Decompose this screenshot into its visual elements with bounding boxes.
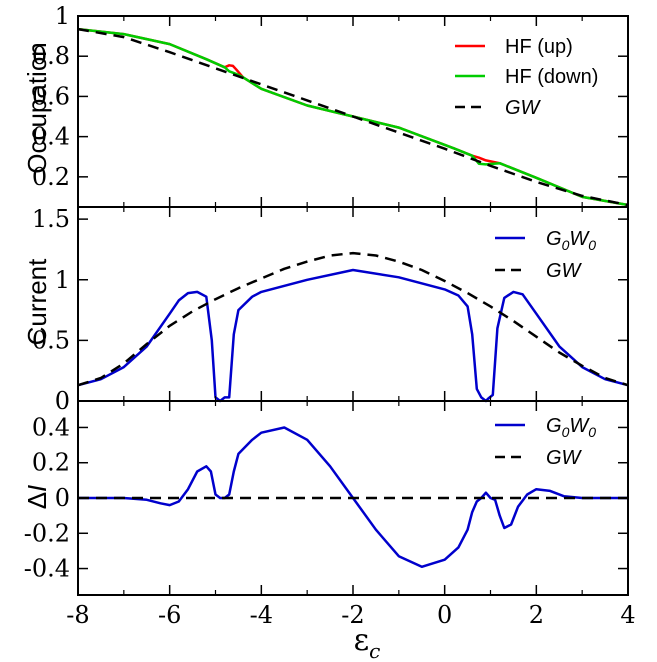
current-ytick-label: 1 — [55, 266, 70, 294]
delta-i-series-g0w0 — [78, 426, 628, 569]
legend-label-g0w0: G0W0 — [546, 415, 596, 440]
x-tick-label: 2 — [529, 601, 544, 629]
legend-label-gw: GW — [505, 97, 542, 119]
current-lines — [77, 251, 629, 403]
occupation-ylabel: Occupation — [22, 42, 52, 174]
occupation-legend: HF (up) HF (down) GW — [455, 36, 598, 119]
x-tick-label: 0 — [437, 601, 452, 629]
x-tick-label: -2 — [341, 601, 364, 629]
occupation-ytick-label: 0.6 — [32, 82, 70, 110]
delta-i-axes: -0.4 -0.2 0 0.2 0.4 -8 -6 -4 -2 0 2 4 — [24, 400, 636, 629]
panel-delta-i: -0.4 -0.2 0 0.2 0.4 -8 -6 -4 -2 0 2 4 ΔI G0W0 GW — [22, 400, 636, 629]
delta-i-ytick-label: 0.2 — [32, 449, 70, 477]
occupation-ytick-label: 1 — [55, 2, 70, 30]
occupation-ytick-label: 0.8 — [32, 42, 70, 70]
x-axis-label: εc — [354, 623, 381, 662]
occupation-series-gw — [77, 27, 629, 207]
legend-label-hf-up: HF (up) — [505, 36, 573, 58]
x-tick-label: 4 — [620, 601, 635, 629]
current-legend: G0W0 GW — [495, 228, 596, 282]
current-series-gw — [77, 251, 629, 387]
legend-label-gw: GW — [546, 447, 583, 469]
current-ytick-label: 1.5 — [32, 205, 70, 233]
delta-i-legend: G0W0 GW — [495, 415, 596, 469]
delta-i-ytick-label: -0.2 — [24, 519, 70, 547]
occupation-series-hf-down- — [77, 27, 629, 207]
delta-i-ytick-label: -0.4 — [24, 555, 70, 583]
current-ylabel: Current — [22, 258, 52, 345]
delta-i-lines — [78, 426, 628, 569]
current-series-g0w0 — [77, 268, 629, 403]
panel-occupation: 0.2 0.4 0.6 0.8 1 Occupation HF (up) HF (dow… — [22, 2, 629, 208]
occupation-axes: 0.2 0.4 0.6 0.8 1 — [32, 2, 629, 208]
legend-label-gw: GW — [546, 260, 583, 282]
current-axes: 0 0.5 1 1.5 — [32, 205, 629, 415]
x-tick-label: -4 — [250, 601, 273, 629]
current-ytick-label: 0 — [55, 387, 70, 415]
legend-label-hf-down: HF (down) — [505, 66, 598, 88]
delta-i-ytick-label: 0.4 — [32, 413, 70, 441]
x-tick-label: -8 — [66, 601, 89, 629]
delta-i-ylabel: ΔI — [22, 485, 52, 510]
current-ytick-label: 0.5 — [32, 326, 70, 354]
occupation-lines — [77, 27, 629, 207]
legend-label-g0w0: G0W0 — [546, 228, 596, 253]
delta-i-ytick-label: 0 — [55, 484, 70, 512]
panel-current: 0 0.5 1 1.5 Current G0W0 GW — [22, 205, 629, 415]
occupation-ytick-label: 0.2 — [32, 163, 70, 191]
x-tick-label: -6 — [158, 601, 181, 629]
occupation-ytick-label: 0.4 — [32, 123, 70, 151]
